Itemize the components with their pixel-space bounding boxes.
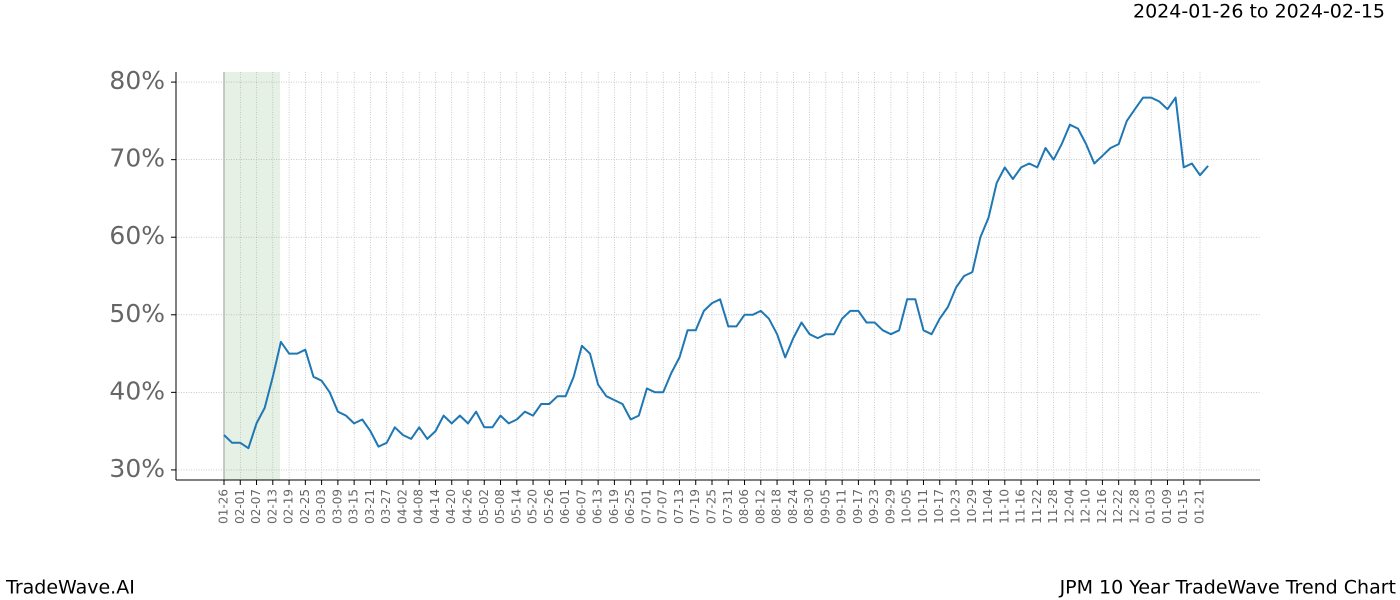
x-tick-label: 09-29	[883, 489, 897, 524]
x-tick-label: 10-05	[900, 489, 914, 524]
x-tick-label: 12-16	[1095, 489, 1109, 524]
x-tick-label: 03-03	[314, 489, 328, 524]
x-tick-label: 11-10	[997, 489, 1011, 524]
x-tick-label: 07-25	[705, 489, 719, 524]
x-tick-label: 09-05	[818, 489, 832, 524]
x-tick-label: 04-26	[461, 489, 475, 524]
x-tick-label: 09-17	[851, 489, 865, 524]
x-tick-label: 07-13	[672, 489, 686, 524]
x-tick-label: 06-01	[558, 489, 572, 524]
chart-title: 2024-01-26 to 2024-02-15	[1133, 1, 1385, 23]
brand: TradeWave.AI	[5, 577, 135, 599]
plot: 30%40%50%60%70%80%01-26 02-01 02-07 02-13 02…	[109, 66, 1260, 524]
highlight-span	[224, 72, 280, 480]
x-tick-label: 09-11	[835, 489, 849, 524]
y-tick-label: 50%	[109, 299, 165, 328]
x-tick-label: 01-09	[1160, 489, 1174, 524]
y-tick-label: 30%	[109, 454, 165, 483]
x-tick-label: 12-22	[1111, 489, 1125, 524]
x-tick-label: 08-24	[786, 489, 800, 524]
x-tick-label: 07-01	[639, 489, 653, 524]
x-tick-label: 06-19	[607, 489, 621, 524]
x-tick-label: 04-20	[444, 489, 458, 524]
x-tick-label: 05-20	[526, 489, 540, 524]
x-tick-label: 03-21	[363, 489, 377, 524]
x-tick-label: 08-06	[737, 489, 751, 524]
x-tick-label: 02-13	[265, 489, 279, 524]
x-tick-label: 04-14	[428, 489, 442, 524]
x-tick-label: 05-08	[493, 489, 507, 524]
x-tick-label: 05-02	[477, 489, 491, 524]
x-tick-label: 08-18	[770, 489, 784, 524]
x-tick-label: 11-16	[1014, 489, 1028, 524]
y-tick-label: 70%	[109, 144, 165, 173]
x-tick-label: 11-22	[1030, 489, 1044, 524]
x-tick-label: 09-23	[867, 489, 881, 524]
x-tick-label: 04-02	[395, 489, 409, 524]
x-tick-label: 01-21	[1193, 489, 1207, 524]
x-tick-label: 07-31	[721, 489, 735, 524]
x-tick-label: 01-03	[1144, 489, 1158, 524]
y-tick-label: 80%	[109, 66, 165, 95]
y-tick-label: 60%	[109, 221, 165, 250]
x-tick-label: 10-29	[965, 489, 979, 524]
x-tick-label: 10-23	[949, 489, 963, 524]
x-tick-label: 02-25	[298, 489, 312, 524]
x-tick-label: 06-25	[623, 489, 637, 524]
x-tick-label: 11-28	[1046, 489, 1060, 524]
y-tick-label: 40%	[109, 376, 165, 405]
x-tick-label: 01-26	[217, 489, 231, 524]
x-tick-label: 02-07	[249, 489, 263, 524]
x-tick-label: 08-30	[802, 489, 816, 524]
x-tick-label: 06-07	[574, 489, 588, 524]
x-tick-label: 07-19	[688, 489, 702, 524]
x-tick-label: 03-27	[379, 489, 393, 524]
trend-line	[223, 96, 1209, 450]
x-tick-label: 05-26	[542, 489, 556, 524]
x-tick-label: 03-15	[347, 489, 361, 524]
x-tick-label: 12-10	[1079, 489, 1093, 524]
x-tick-label: 04-08	[412, 489, 426, 524]
x-tick-label: 05-14	[509, 489, 523, 524]
x-tick-label: 08-12	[753, 489, 767, 524]
chart-subtitle: JPM 10 Year TradeWave Trend Chart	[1059, 577, 1396, 599]
x-tick-label: 12-04	[1062, 489, 1076, 524]
x-tick-label: 10-17	[932, 489, 946, 524]
x-tick-label: 02-19	[282, 489, 296, 524]
x-tick-label: 12-28	[1127, 489, 1141, 524]
x-tick-label: 10-11	[916, 489, 930, 524]
x-tick-label: 11-04	[981, 489, 995, 524]
x-tick-label: 07-07	[656, 489, 670, 524]
x-tick-label: 06-13	[591, 489, 605, 524]
x-tick-label: 03-09	[330, 489, 344, 524]
x-tick-label: 02-01	[233, 489, 247, 524]
x-tick-label: 01-15	[1176, 489, 1190, 524]
